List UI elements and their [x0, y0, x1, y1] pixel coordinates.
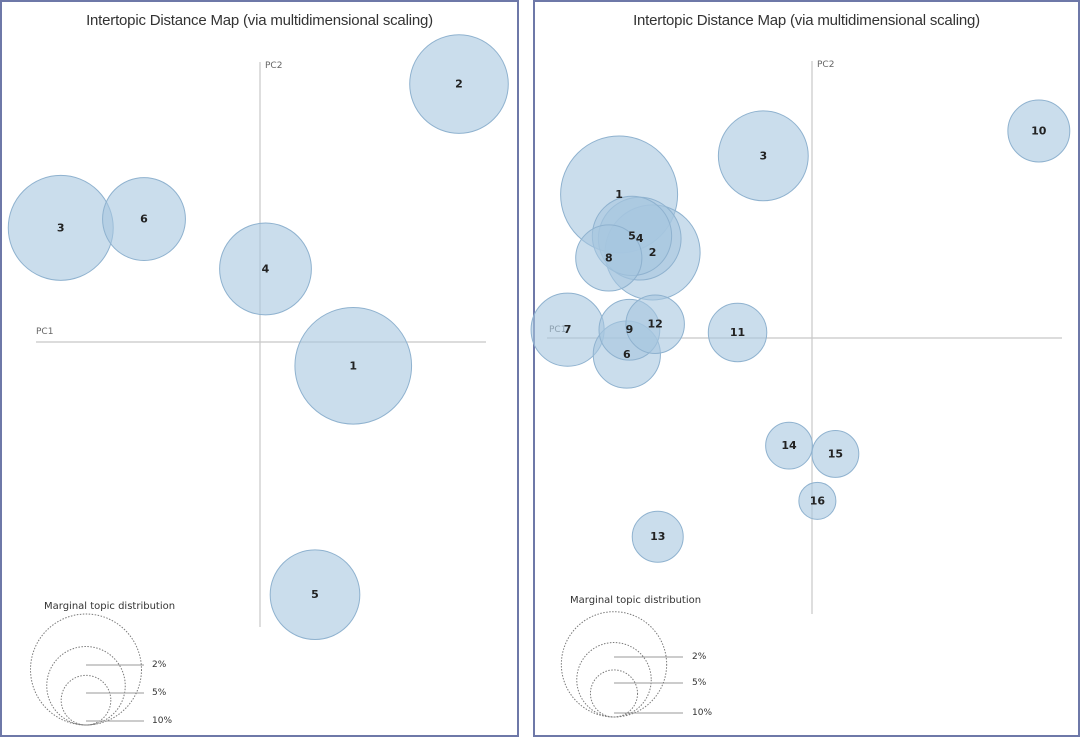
topic-label: 16 — [810, 494, 826, 507]
topic-bubble — [765, 421, 813, 470]
topic-label: 2 — [455, 78, 463, 91]
topic-label: 2 — [649, 246, 657, 259]
topic-label: 5 — [628, 229, 636, 242]
legend-label: 2% — [692, 652, 707, 662]
topic-label: 15 — [828, 447, 843, 460]
topic-label: 10 — [1031, 125, 1047, 138]
topic-bubbles: 1 2 3 4 5 6 — [7, 34, 509, 641]
topic-label: 3 — [759, 149, 767, 162]
topic-bubble — [717, 110, 809, 202]
topic-bubble — [269, 549, 361, 641]
legend-circle — [60, 674, 112, 726]
legend-circle — [589, 669, 639, 718]
topic-bubble — [294, 306, 413, 425]
topic-bubble — [575, 224, 643, 292]
legend-circle — [560, 611, 668, 718]
topic-label: 7 — [564, 323, 572, 336]
topic-label: 8 — [605, 251, 613, 264]
intertopic-map-chart: PC1 PC2 1 2 3 4 5 6 Marginal topic distribution 2… — [7, 34, 509, 726]
topic-bubble — [1007, 99, 1071, 163]
legend-label: 2% — [152, 660, 167, 670]
topic-bubble — [409, 34, 509, 134]
topic-bubble — [811, 430, 860, 478]
topic-label: 1 — [349, 359, 357, 372]
topic-label: 5 — [311, 588, 319, 601]
topic-label: 14 — [781, 439, 797, 452]
legend-title: Marginal topic distribution — [570, 595, 701, 606]
topic-label: 4 — [636, 232, 644, 245]
topic-label: 11 — [730, 326, 745, 339]
y-axis-label: PC2 — [265, 61, 282, 71]
topic-label: 6 — [140, 213, 148, 226]
topic-label: 12 — [647, 318, 662, 331]
size-legend: Marginal topic distribution 2% 5% 10% — [560, 595, 712, 718]
topic-label: 4 — [262, 262, 270, 275]
topic-bubble — [798, 481, 837, 520]
topic-map-panel-right: Intertopic Distance Map (via multidimens… — [530, 0, 1080, 737]
topic-label: 6 — [623, 348, 631, 361]
topic-label: 1 — [615, 188, 623, 201]
topic-map-panel-left: Intertopic Distance Map (via multidimens… — [0, 0, 519, 737]
legend-label: 5% — [152, 688, 167, 698]
topic-label: 9 — [626, 323, 634, 336]
topic-bubble — [707, 302, 768, 363]
topic-label: 3 — [57, 221, 65, 234]
size-legend: Marginal topic distribution 2% 5% 10% — [30, 601, 175, 726]
legend-circle — [30, 613, 142, 726]
legend-title: Marginal topic distribution — [44, 601, 175, 612]
topic-bubble — [102, 177, 186, 261]
x-axis-label: PC1 — [36, 327, 53, 337]
intertopic-map-chart: PC1PC212345678910111213141516Marginal to… — [530, 60, 1071, 718]
legend-circle — [46, 646, 126, 726]
legend-label: 10% — [152, 716, 172, 726]
legend-circle — [576, 642, 652, 718]
topic-bubble — [631, 510, 684, 563]
legend-label: 10% — [692, 708, 712, 718]
topic-bubble — [625, 294, 685, 354]
chart-title: Intertopic Distance Map (via multidimens… — [633, 12, 980, 29]
y-axis-label: PC2 — [817, 60, 834, 70]
topic-label: 13 — [650, 530, 665, 543]
chart-title: Intertopic Distance Map (via multidimens… — [86, 12, 433, 29]
topic-bubble — [219, 222, 312, 316]
legend-label: 5% — [692, 678, 707, 688]
